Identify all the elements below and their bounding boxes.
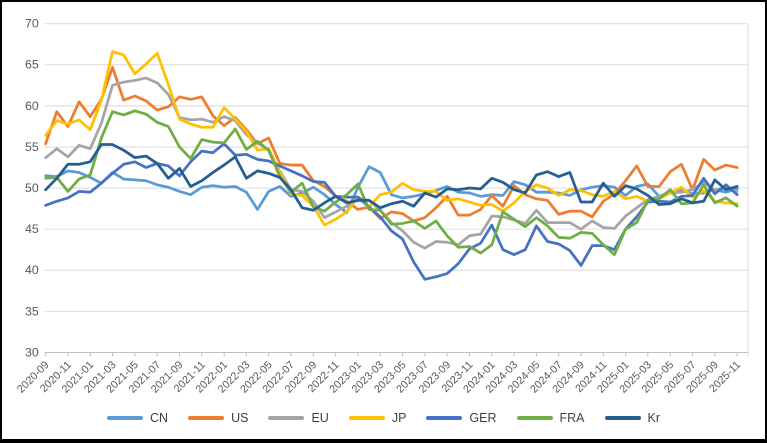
series-line-cn [44,165,739,215]
legend-label-jp: JP [391,411,407,425]
legend-swatch-us [188,416,225,421]
y-axis-label: 60 [25,99,39,113]
y-axis-label: 55 [25,140,39,154]
legend-label-kr: Kr [647,411,661,425]
legend-item-us: US [188,412,248,425]
legend-label-ger: GER [469,411,497,425]
legend-item-jp: JP [348,411,407,425]
legend-label-cn: CN [150,411,169,425]
legend-item-kr: Kr [604,411,661,425]
legend-swatch-cn [107,416,143,421]
legend-swatch-kr [604,416,641,421]
y-axis-label: 35 [25,304,39,318]
y-axis-label: 45 [25,222,39,236]
legend-swatch-jp [348,416,385,421]
y-axis-label: 30 [25,345,39,359]
legend-label-eu: EU [311,411,329,425]
y-axis-label: 65 [25,58,39,72]
y-axis-label: 50 [25,181,39,195]
series-line-kr [44,143,739,212]
legend-swatch-eu [268,416,305,421]
series-line-us [44,65,739,223]
legend-item-ger: GER [426,411,497,425]
legend-item-fra: FRA [516,411,585,425]
legend-swatch-ger [426,416,463,421]
legend-swatch-fra [516,416,553,421]
legend-label-fra: FRA [559,411,585,425]
legend-label-us: US [231,411,249,425]
legend-item-eu: EU [268,411,329,425]
y-axis-label: 40 [25,263,39,277]
y-axis-label: 70 [25,17,39,31]
series-line-jp [44,50,739,227]
series-line-fra [44,109,739,257]
chart-legend: CN US EU JP GER FRA Kr [2,412,765,425]
legend-item-cn: CN [107,412,168,425]
